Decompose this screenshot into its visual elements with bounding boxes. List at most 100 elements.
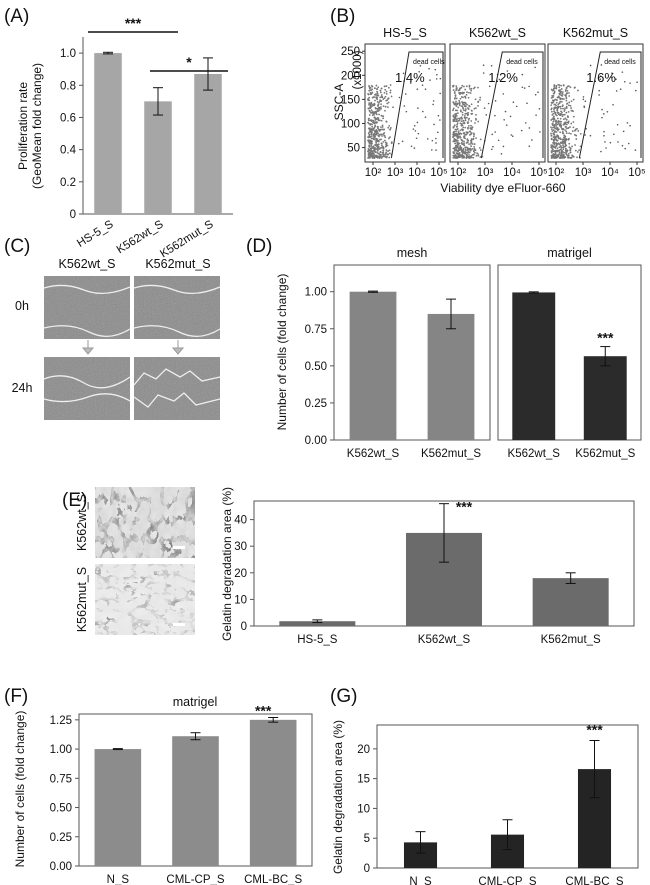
b-event — [467, 124, 470, 127]
b-event — [471, 109, 473, 112]
b-event — [616, 123, 619, 126]
e-xtick-label: K562wt_S — [418, 634, 471, 646]
b-event — [370, 137, 373, 140]
g-significance: *** — [586, 721, 603, 737]
d-bar — [349, 291, 397, 440]
b-event — [368, 102, 371, 104]
b-event — [550, 134, 553, 137]
b-event — [380, 87, 383, 90]
b-event — [562, 84, 565, 87]
b-gate-percent: 1.2% — [488, 70, 518, 85]
b-event — [376, 100, 379, 103]
b-event — [468, 143, 470, 146]
b-event — [550, 96, 553, 99]
b-event — [371, 125, 374, 128]
b-event — [377, 140, 380, 143]
c-micrograph-texture — [134, 357, 220, 420]
b-event — [384, 88, 387, 91]
b-event — [612, 103, 614, 106]
b-event — [381, 124, 384, 127]
b-event — [552, 140, 555, 143]
b-event — [457, 89, 460, 92]
b-event — [371, 96, 374, 99]
b-event — [613, 133, 615, 136]
b-event — [553, 87, 556, 89]
b-xtick-label: 10³ — [387, 167, 404, 179]
b-event — [376, 92, 379, 95]
b-event — [466, 146, 469, 149]
b-event — [380, 156, 383, 159]
b-event — [538, 108, 541, 110]
b-event — [558, 122, 560, 125]
b-event — [551, 130, 554, 133]
f-ytick-label: 1.00 — [50, 744, 72, 756]
b-event — [470, 103, 473, 106]
b-event — [565, 92, 568, 95]
b-event — [463, 101, 466, 104]
b-event — [389, 126, 392, 129]
b-ytick-label: 100 — [341, 118, 360, 130]
b-event — [589, 134, 592, 137]
b-event — [377, 118, 380, 121]
b-event — [456, 143, 459, 146]
c-arrow — [81, 340, 95, 355]
b-event — [558, 149, 561, 151]
b-event — [452, 107, 455, 110]
b-event — [468, 85, 471, 88]
b-event — [561, 138, 564, 141]
b-event — [636, 81, 638, 84]
b-ytick-label: 50 — [347, 143, 360, 155]
b-event — [567, 152, 570, 155]
b-event — [491, 148, 493, 151]
b-event — [621, 144, 624, 147]
b-event — [385, 156, 388, 159]
b-event — [470, 124, 472, 127]
b-event — [455, 149, 458, 152]
b-event — [623, 80, 626, 83]
b-event — [377, 86, 380, 89]
b-event — [422, 110, 424, 113]
b-event — [379, 91, 382, 94]
e-xtick-label: K562mut_S — [541, 634, 601, 646]
b-event — [416, 88, 419, 90]
b-event — [611, 72, 613, 74]
b-event — [552, 112, 555, 115]
b-event — [566, 149, 569, 152]
b-event — [560, 113, 563, 116]
b-event — [454, 114, 457, 117]
b-event — [553, 135, 556, 138]
b-event — [509, 115, 512, 118]
d-ytick-label: 0.00 — [305, 435, 327, 447]
b-event — [552, 150, 555, 153]
b-event — [463, 122, 466, 125]
b-event — [557, 96, 559, 99]
b-event — [383, 97, 386, 100]
b-event — [578, 149, 581, 152]
b-event — [464, 108, 467, 110]
b-event — [382, 151, 385, 154]
b-event — [460, 155, 463, 157]
b-event — [388, 137, 390, 140]
b-event — [464, 88, 467, 91]
b-event — [555, 84, 558, 87]
b-event — [380, 144, 383, 147]
b-event — [453, 97, 456, 100]
b-event — [375, 113, 378, 116]
g-ytick-label: 5 — [364, 833, 370, 845]
b-event — [469, 127, 472, 129]
b-event — [629, 124, 631, 127]
b-event — [453, 92, 456, 95]
b-event — [577, 89, 579, 92]
b-event — [463, 131, 465, 134]
b-event — [483, 107, 486, 109]
c-micrograph-texture — [44, 276, 130, 339]
b-event — [453, 147, 456, 150]
b-event — [565, 107, 568, 109]
b-event — [571, 154, 574, 157]
g-ytick-label: 10 — [357, 803, 370, 815]
b-event — [554, 98, 557, 101]
b-event — [470, 87, 473, 90]
b-event — [381, 135, 384, 137]
b-event — [550, 104, 553, 107]
b-event — [462, 147, 465, 150]
